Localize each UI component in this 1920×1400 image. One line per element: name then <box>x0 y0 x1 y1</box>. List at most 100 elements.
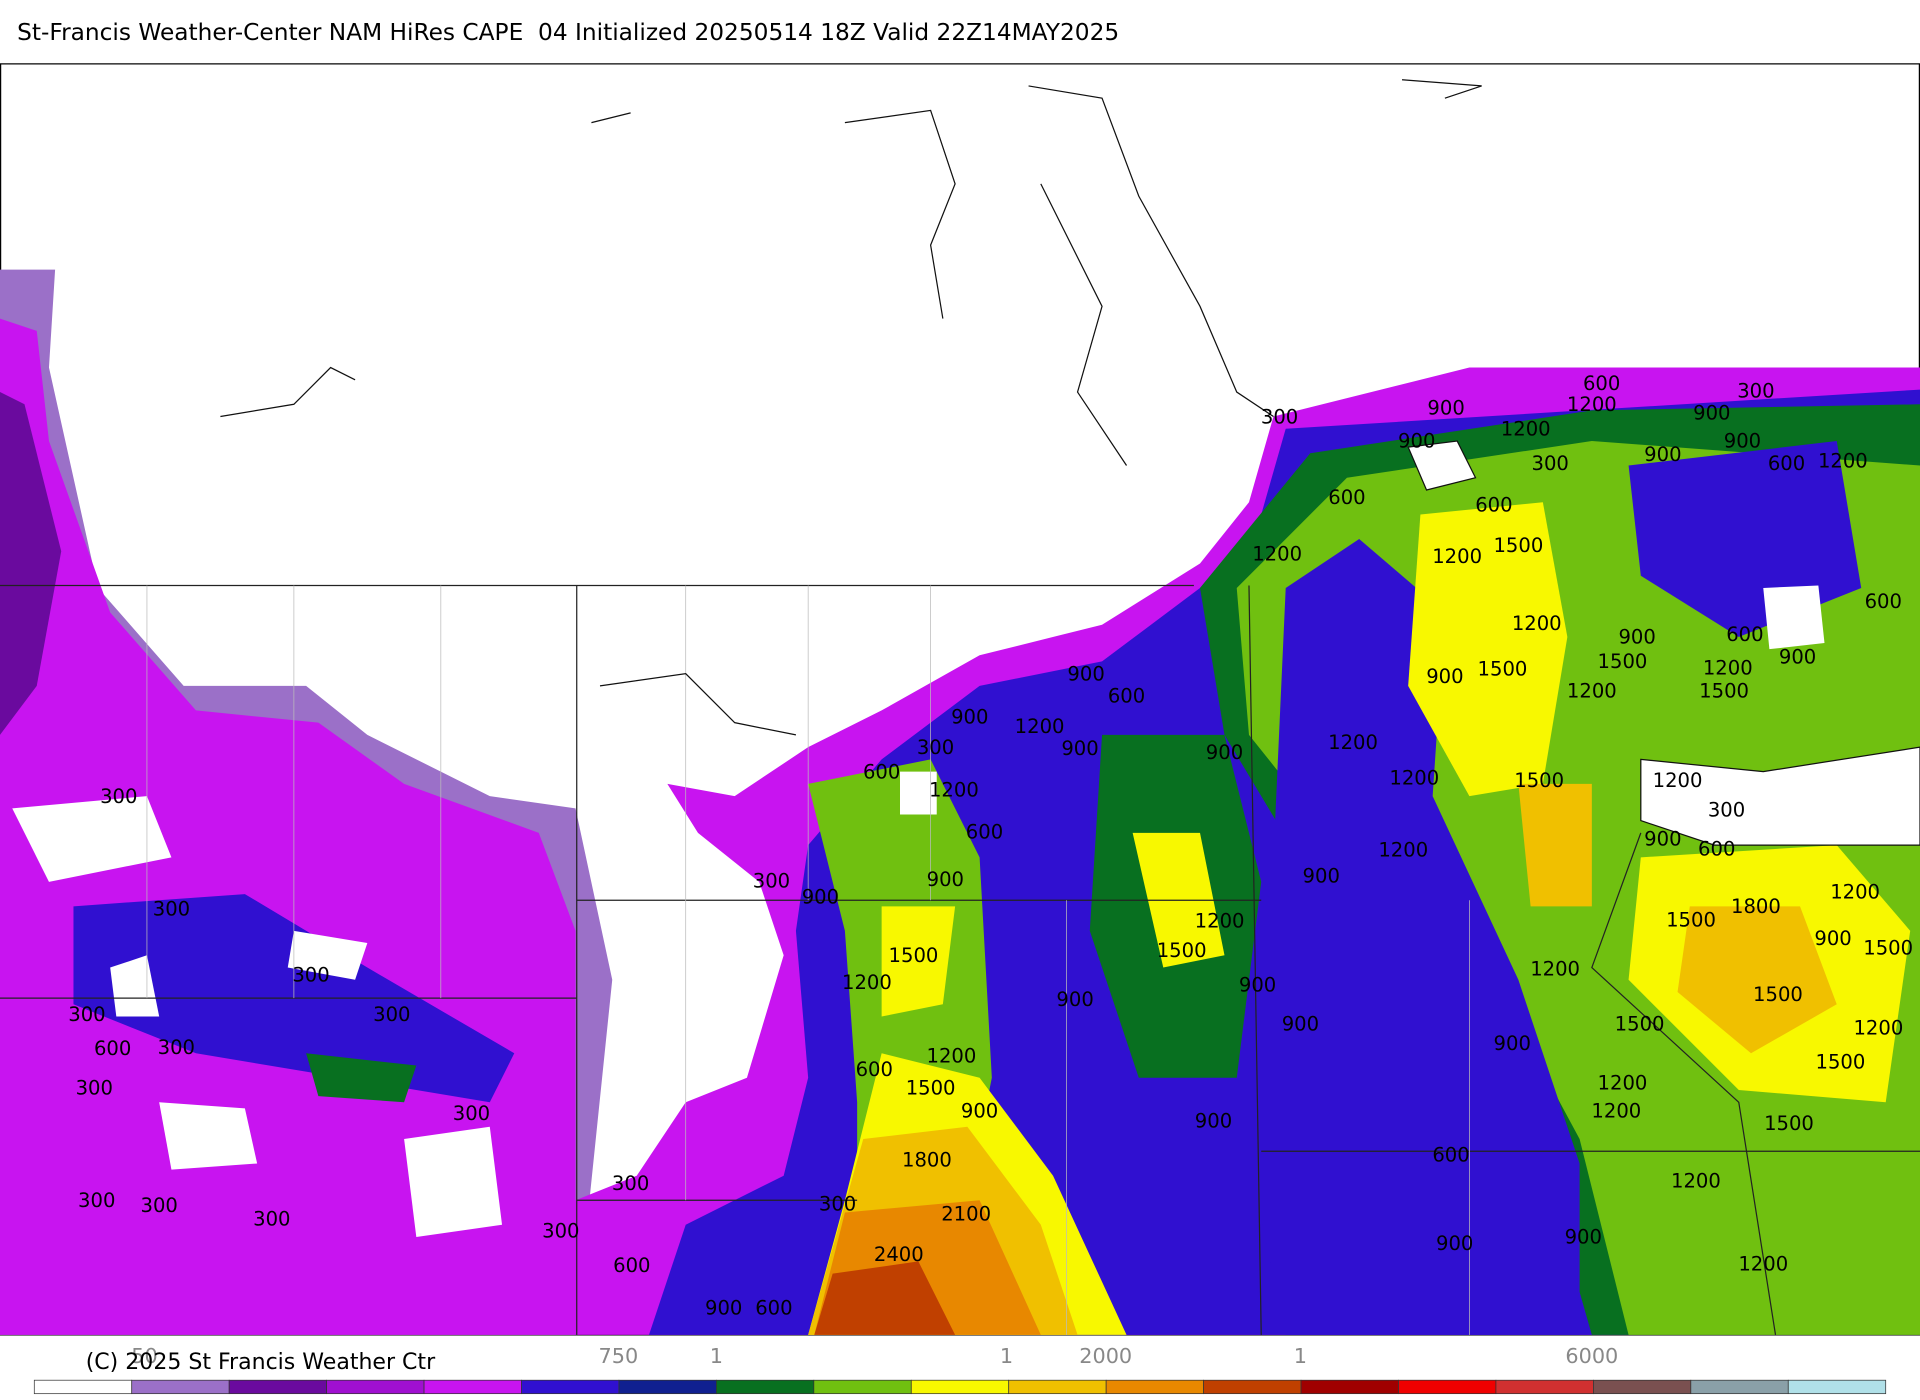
cape-field <box>1677 906 1837 1054</box>
contour-label: 1500 <box>889 944 939 967</box>
no-cape <box>1763 585 1825 650</box>
cape-field <box>814 1261 956 1335</box>
contour-label: 600 <box>856 1058 893 1081</box>
colorbar-tick-label: 6000 <box>1565 1344 1618 1368</box>
colorbar-segment <box>228 1379 327 1395</box>
contour-label: 1200 <box>1378 839 1428 862</box>
contour-label: 1500 <box>1753 983 1803 1006</box>
contour-label: 900 <box>1436 1232 1473 1255</box>
contour-label: 1200 <box>1567 680 1617 703</box>
contour-label: 1500 <box>1157 939 1207 962</box>
contour-label: 1500 <box>1514 769 1564 792</box>
contour-label: 900 <box>1195 1109 1232 1132</box>
contour-label: 1200 <box>1389 766 1439 789</box>
contour-label: 900 <box>1427 397 1464 420</box>
contour-label: 900 <box>1206 741 1243 764</box>
contour-label: 600 <box>1768 452 1805 475</box>
coastline <box>220 79 1482 736</box>
colorbar-segment <box>1300 1379 1399 1395</box>
contour-label: 300 <box>1261 405 1298 428</box>
contour-label: 1200 <box>1703 656 1753 679</box>
contour-label: 300 <box>100 785 137 808</box>
contour-label: 900 <box>1426 665 1463 688</box>
contour-label: 900 <box>1239 973 1276 996</box>
colorbar-segment <box>716 1379 815 1395</box>
contour-label: 600 <box>1108 684 1145 707</box>
contour-label: 1200 <box>1195 910 1245 933</box>
contour-label: 1500 <box>906 1076 956 1099</box>
contour-label: 600 <box>863 760 900 783</box>
contour-label: 1200 <box>1567 393 1617 416</box>
colorbar-tick-label: 1 <box>1000 1344 1013 1368</box>
contour-label: 1200 <box>1252 542 1302 565</box>
cape-field <box>306 1053 417 1103</box>
contour-label: 1200 <box>1512 612 1562 635</box>
contour-label: 600 <box>1583 372 1620 395</box>
contour-label: 1200 <box>1432 545 1482 568</box>
colorbar-segment <box>131 1379 230 1395</box>
contour-label: 1200 <box>1830 880 1880 903</box>
contour-label: 300 <box>153 897 190 920</box>
state-border <box>0 584 1920 1335</box>
cape-field <box>1236 538 1580 1335</box>
contour-label: 1500 <box>1863 937 1913 960</box>
contour-label: 900 <box>1067 662 1104 685</box>
contour-label: 300 <box>1708 798 1745 821</box>
colorbar-segment <box>33 1379 133 1395</box>
colorbar-segment <box>521 1379 620 1395</box>
contour-label: 300 <box>917 736 954 759</box>
contour-label: 300 <box>78 1189 115 1212</box>
contour-label: 1800 <box>902 1149 952 1172</box>
contour-label: 900 <box>1814 927 1851 950</box>
contour-label: 300 <box>140 1194 177 1217</box>
contour-label: 1200 <box>1738 1253 1788 1276</box>
contour-label: 600 <box>1726 623 1763 646</box>
colorbar-segment <box>1787 1379 1887 1395</box>
contour-label: 1500 <box>1598 650 1648 673</box>
contour-label: 600 <box>1328 486 1365 509</box>
contour-label: 900 <box>1494 1032 1531 1055</box>
contour-label: 300 <box>158 1036 195 1059</box>
contour-label: 1500 <box>1478 657 1528 680</box>
contour-label: 900 <box>1056 988 1093 1011</box>
contour-label: 1200 <box>1328 731 1378 754</box>
contour-label: 300 <box>373 1003 410 1026</box>
contour-label: 900 <box>1779 645 1816 668</box>
contour-label: 600 <box>1865 590 1902 613</box>
contour-label: 300 <box>1532 452 1569 475</box>
contour-label: 1200 <box>842 971 892 994</box>
contour-label: 300 <box>76 1076 113 1099</box>
cape-field <box>881 906 956 1017</box>
colorbar-segment <box>423 1379 522 1395</box>
contour-label: 1200 <box>1501 418 1551 441</box>
contour-label: 300 <box>253 1207 290 1230</box>
colorbar-segment <box>1398 1379 1497 1395</box>
contour-label: 1200 <box>929 779 979 802</box>
colorbar-tick-label: 750 <box>599 1344 639 1368</box>
cape-field <box>1408 502 1568 797</box>
contour-label: 900 <box>1398 430 1435 453</box>
colorbar-segment <box>326 1379 425 1395</box>
contour-label: 900 <box>951 705 988 728</box>
contour-label: 300 <box>542 1220 579 1243</box>
contour-label: 300 <box>612 1172 649 1195</box>
map <box>0 63 1920 1336</box>
contour-label: 600 <box>94 1037 131 1060</box>
contour-label: 900 <box>1282 1013 1319 1036</box>
contour-label: 1200 <box>1653 769 1703 792</box>
contour-label: 900 <box>1061 737 1098 760</box>
contour-label: 1500 <box>1815 1051 1865 1074</box>
contour-label: 1200 <box>1818 449 1868 472</box>
contour-label: 900 <box>705 1297 742 1320</box>
contour-label: 1500 <box>1615 1013 1665 1036</box>
contour-label: 600 <box>966 820 1003 843</box>
colorbar-tick-label: 2000 <box>1079 1344 1132 1368</box>
colorbar-segment <box>1105 1379 1204 1395</box>
no-cape <box>287 930 368 980</box>
contour-label: 900 <box>1303 864 1340 887</box>
contour-label: 900 <box>1693 402 1730 425</box>
colorbar-segment <box>618 1379 717 1395</box>
contour-label: 300 <box>292 964 329 987</box>
